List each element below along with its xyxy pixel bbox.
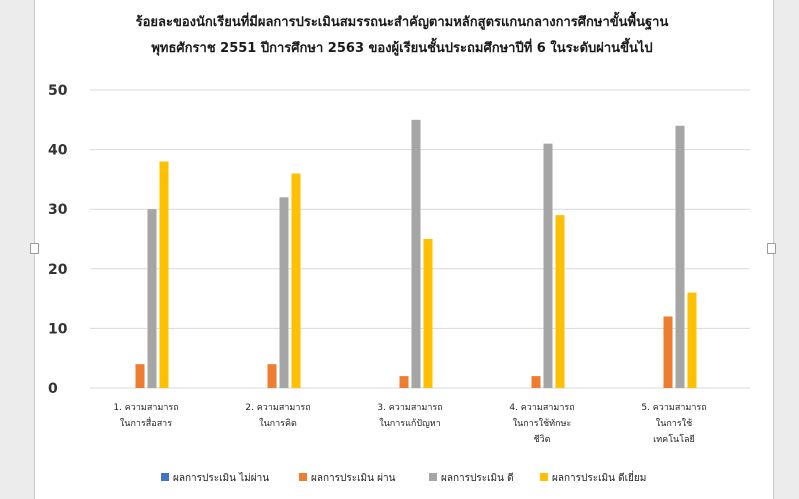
x-tick-label: ในการสื่อสาร [120, 416, 172, 429]
resize-handle-right[interactable] [767, 243, 776, 254]
x-tick-label: 2. ความสามารถ [245, 403, 310, 413]
x-tick-label: ในการคิด [259, 418, 297, 429]
bar-5-series-3 [675, 125, 685, 388]
legend-swatch-1 [161, 473, 169, 481]
x-tick-label: ในการแก้ปัญหา [379, 418, 441, 429]
bar-3-series-4 [423, 239, 433, 388]
chart-title-line-1: ร้อยละของนักเรียนที่มีผลการประเมินสมรรถน… [136, 11, 669, 31]
legend-swatch-3 [429, 473, 437, 481]
bar-2-series-3 [279, 197, 289, 388]
bar-1-series-3 [147, 209, 157, 388]
legend-label-2: ผลการประเมิน ผ่าน [311, 473, 396, 484]
chart-frame [34, 0, 774, 499]
chart-title-line-2: พุทธศักราช 2551 ปีการศึกษา 2563 ของผู้เร… [151, 37, 652, 56]
y-tick-label: 50 [48, 83, 68, 99]
y-tick-label: 30 [48, 202, 68, 218]
legend-swatch-2 [299, 473, 307, 481]
x-tick-label: 5. ความสามารถ [641, 403, 706, 413]
bar-2-series-4 [291, 173, 301, 388]
x-tick-label: 4. ความสามารถ [509, 403, 574, 413]
x-tick-label: ในการใช้ [656, 418, 692, 429]
bar-5-series-2 [663, 316, 673, 388]
bar-1-series-4 [159, 161, 169, 388]
legend-label-3: ผลการประเมิน ดี [441, 472, 514, 484]
bar-5-series-4 [687, 292, 697, 388]
bar-4-series-2 [531, 376, 541, 388]
legend-label-1: ผลการประเมิน ไม่ผ่าน [173, 472, 269, 484]
bar-3-series-3 [411, 119, 421, 389]
legend-swatch-4 [540, 473, 548, 481]
y-tick-label: 0 [48, 381, 58, 397]
bar-4-series-3 [543, 143, 553, 388]
y-tick-label: 20 [48, 262, 68, 278]
legend-label-4: ผลการประเมิน ดีเยี่ยม [552, 470, 646, 484]
y-tick-label: 40 [48, 143, 68, 159]
x-tick-label: 3. ความสามารถ [377, 403, 442, 413]
resize-handle-left[interactable] [30, 243, 39, 254]
y-tick-label: 10 [48, 321, 68, 337]
x-tick-label: ชีวิต [533, 434, 550, 445]
x-tick-label: ในการใช้ทักษะ [513, 418, 572, 429]
bar-1-series-2 [135, 364, 145, 388]
bar-3-series-2 [399, 376, 409, 388]
x-tick-label: 1. ความสามารถ [113, 403, 178, 413]
bar-2-series-2 [267, 364, 277, 388]
x-tick-label: เทคโนโลยี [653, 434, 695, 445]
bar-4-series-4 [555, 215, 565, 388]
